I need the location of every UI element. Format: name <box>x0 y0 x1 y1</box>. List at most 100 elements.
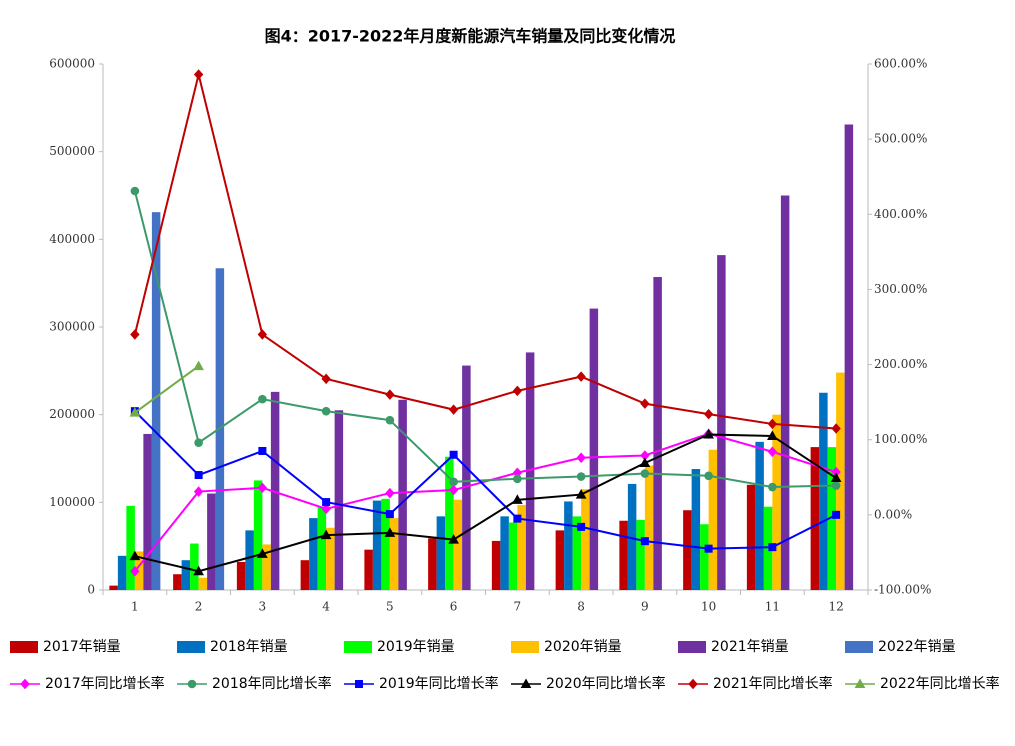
y2-tick-label: 0.00% <box>874 507 912 521</box>
line <box>133 74 837 430</box>
x-tick-label: 1 <box>131 600 139 614</box>
line-marker <box>448 534 459 544</box>
bar <box>517 504 526 590</box>
bar <box>500 516 509 590</box>
line-marker <box>767 418 778 430</box>
line-marker <box>512 385 523 397</box>
bar <box>508 522 518 590</box>
bar <box>755 441 764 590</box>
line-marker <box>194 471 203 480</box>
line-marker <box>193 69 204 80</box>
x-tick-label: 12 <box>828 600 843 614</box>
line-marker <box>321 373 331 385</box>
bar <box>717 255 726 590</box>
legend-swatch <box>177 641 205 653</box>
legend-label: 2018年销量 <box>210 639 288 655</box>
bar <box>389 518 399 590</box>
bar <box>151 212 161 590</box>
line <box>134 433 837 573</box>
legend-label: 2022年销量 <box>878 639 956 655</box>
line-marker <box>704 544 713 553</box>
legend-swatch <box>511 641 539 653</box>
bar <box>309 518 318 590</box>
bar <box>763 506 773 590</box>
bar <box>445 456 454 590</box>
line-marker <box>257 548 268 558</box>
line-marker <box>384 527 396 537</box>
bar <box>589 308 599 590</box>
line-marker <box>448 484 459 496</box>
y2-tick-label: 600.00% <box>874 57 927 71</box>
x-tick-label: 10 <box>701 600 716 614</box>
x-tick-label: 8 <box>577 600 585 614</box>
line <box>133 190 837 489</box>
line-marker <box>129 550 141 561</box>
bar <box>270 391 280 590</box>
line-marker <box>385 415 395 425</box>
bar <box>436 516 446 590</box>
line-marker <box>130 186 140 196</box>
line-marker <box>640 469 650 478</box>
bar <box>627 483 637 590</box>
legend-label: 2018年同比增长率 <box>212 675 332 692</box>
line-marker <box>767 430 778 440</box>
line-marker <box>193 360 204 371</box>
line-marker <box>639 457 651 468</box>
bar <box>780 195 790 590</box>
line-marker <box>193 486 204 497</box>
line-marker <box>129 407 141 417</box>
line-marker <box>320 529 332 540</box>
legend-label: 2019年销量 <box>377 639 455 655</box>
legend-marker <box>688 678 698 690</box>
bar <box>700 524 709 590</box>
line-marker <box>640 537 649 546</box>
x-tick-label: 3 <box>259 600 267 614</box>
y2-tick-label: 500.00% <box>874 132 927 146</box>
bar <box>636 519 645 590</box>
y-tick-label: 100000 <box>49 495 95 509</box>
bar <box>134 551 144 590</box>
line-marker <box>194 438 203 448</box>
line-marker <box>130 565 140 577</box>
y-tick-label: 300000 <box>49 320 95 334</box>
x-tick-label: 9 <box>641 600 649 614</box>
y2-tick-label: 100.00% <box>874 432 927 446</box>
line-marker <box>703 408 714 420</box>
bar <box>317 506 327 590</box>
legend-marker <box>854 678 866 688</box>
x-tick-label: 2 <box>195 600 203 614</box>
y2-tick-label: 300.00% <box>874 282 927 296</box>
legend-label: 2017年同比增长率 <box>45 675 165 692</box>
line-marker <box>321 503 331 515</box>
bar <box>525 352 535 590</box>
line-marker <box>831 481 841 490</box>
bar <box>236 561 246 590</box>
line-marker <box>512 494 523 504</box>
legend-label: 2021年同比增长率 <box>713 675 833 692</box>
bar <box>326 527 335 590</box>
line-marker <box>385 510 394 519</box>
legend-swatch <box>845 641 873 653</box>
line-marker <box>704 471 713 481</box>
bar <box>462 365 471 590</box>
bar <box>381 498 390 590</box>
bar <box>117 555 127 590</box>
legend-marker <box>20 678 30 690</box>
bar <box>372 500 382 590</box>
line-marker <box>576 371 586 382</box>
x-tick-label: 5 <box>386 600 394 614</box>
line-marker <box>449 477 458 487</box>
y-tick-label: 200000 <box>49 407 95 421</box>
legend-label: 2022年同比增长率 <box>880 675 1000 692</box>
line-marker <box>193 565 204 576</box>
x-tick-label: 6 <box>450 600 458 614</box>
line-marker <box>385 389 395 400</box>
bar <box>619 520 628 590</box>
bar <box>398 399 407 590</box>
line-marker <box>258 394 267 404</box>
y-tick-label: 400000 <box>49 232 95 246</box>
line-marker <box>130 329 140 340</box>
bar <box>772 414 781 590</box>
bar <box>581 489 590 590</box>
